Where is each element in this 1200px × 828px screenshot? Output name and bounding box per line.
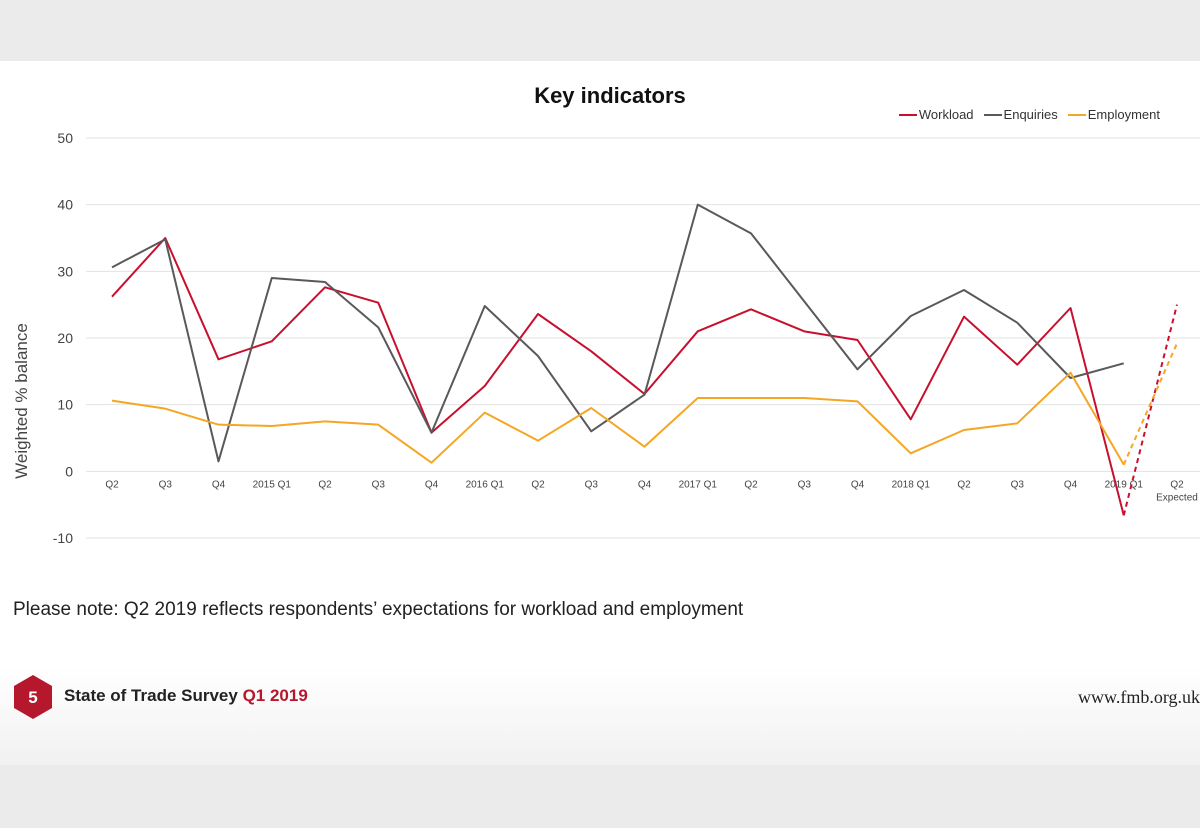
x-tick-label: Q2: [957, 479, 971, 490]
legend-swatch-employment: [1067, 113, 1086, 116]
x-tick-label: Q3: [372, 479, 386, 490]
y-tick-label: 0: [65, 463, 73, 479]
website-url: www.fmb.org.uk: [1078, 687, 1200, 707]
footer-title-main: State of Trade Survey: [64, 686, 238, 705]
series-line-employment: [111, 371, 1125, 466]
y-tick-label: 10: [57, 397, 73, 413]
x-tick-label: Q4: [212, 479, 226, 490]
chart-legend: Workload Enquiries Employment: [898, 107, 1160, 122]
page-number: 5: [28, 688, 37, 707]
x-tick-label: 2018 Q1: [892, 479, 931, 490]
legend-item-enquiries: Enquiries: [983, 107, 1058, 122]
series-line-enquiries: [111, 203, 1125, 463]
footer-title-accent: Q1 2019: [242, 686, 308, 705]
x-tick-label: Q2: [744, 479, 758, 490]
legend-swatch-enquiries: [983, 113, 1002, 116]
legend-label-workload: Workload: [918, 107, 974, 122]
x-tick-label: 2016 Q1: [466, 479, 505, 490]
legend-label-employment: Employment: [1087, 107, 1160, 122]
x-tick-label: 2019 Q1: [1105, 479, 1144, 490]
x-tick-label: Q3: [798, 479, 812, 490]
line-chart: -10 0 10 20 30 40 50 Q2 Q3 Q4 2015 Q1 Q2 Q3 Q4 2016 Q1…: [53, 130, 1200, 546]
x-tick-label: Q2: [318, 479, 332, 490]
x-tick-label: Q3: [585, 479, 599, 490]
x-tick-label: Q4: [425, 479, 439, 490]
x-tick-label: Q2: [531, 479, 545, 490]
series-line-workload: [111, 237, 1125, 516]
y-tick-label: 50: [57, 130, 73, 146]
legend-label-enquiries: Enquiries: [1003, 107, 1058, 122]
series-expected-workload: [1122, 304, 1178, 516]
y-tick-label: 30: [57, 263, 73, 279]
x-tick-label: Expected: [1156, 492, 1198, 503]
x-tick-label: 2017 Q1: [679, 479, 718, 490]
x-tick-label: Q2: [1170, 479, 1184, 490]
slide: Key indicators Workload Enquiries Employ…: [0, 61, 1200, 765]
y-tick-label: -10: [53, 530, 73, 546]
x-tick-label: Q3: [159, 479, 173, 490]
series-expected-employment: [1122, 342, 1178, 466]
x-tick-label: Q4: [638, 479, 652, 490]
chart-title: Key indicators: [534, 83, 686, 108]
x-tick-label: 2015 Q1: [253, 479, 292, 490]
x-tick-label: Q3: [1011, 479, 1025, 490]
x-tick-label: Q4: [851, 479, 865, 490]
y-tick-label: 40: [57, 197, 73, 213]
y-tick-label: 20: [57, 330, 73, 346]
footer-title: State of Trade Survey Q1 2019: [64, 686, 308, 706]
x-tick-label: Q4: [1064, 479, 1078, 490]
x-tick-label: Q2: [105, 479, 119, 490]
footnote: Please note: Q2 2019 reflects respondent…: [13, 599, 744, 620]
legend-swatch-workload: [898, 113, 917, 116]
legend-item-workload: Workload: [898, 107, 974, 122]
legend-item-employment: Employment: [1067, 107, 1160, 122]
page-number-badge: 5: [14, 675, 52, 719]
